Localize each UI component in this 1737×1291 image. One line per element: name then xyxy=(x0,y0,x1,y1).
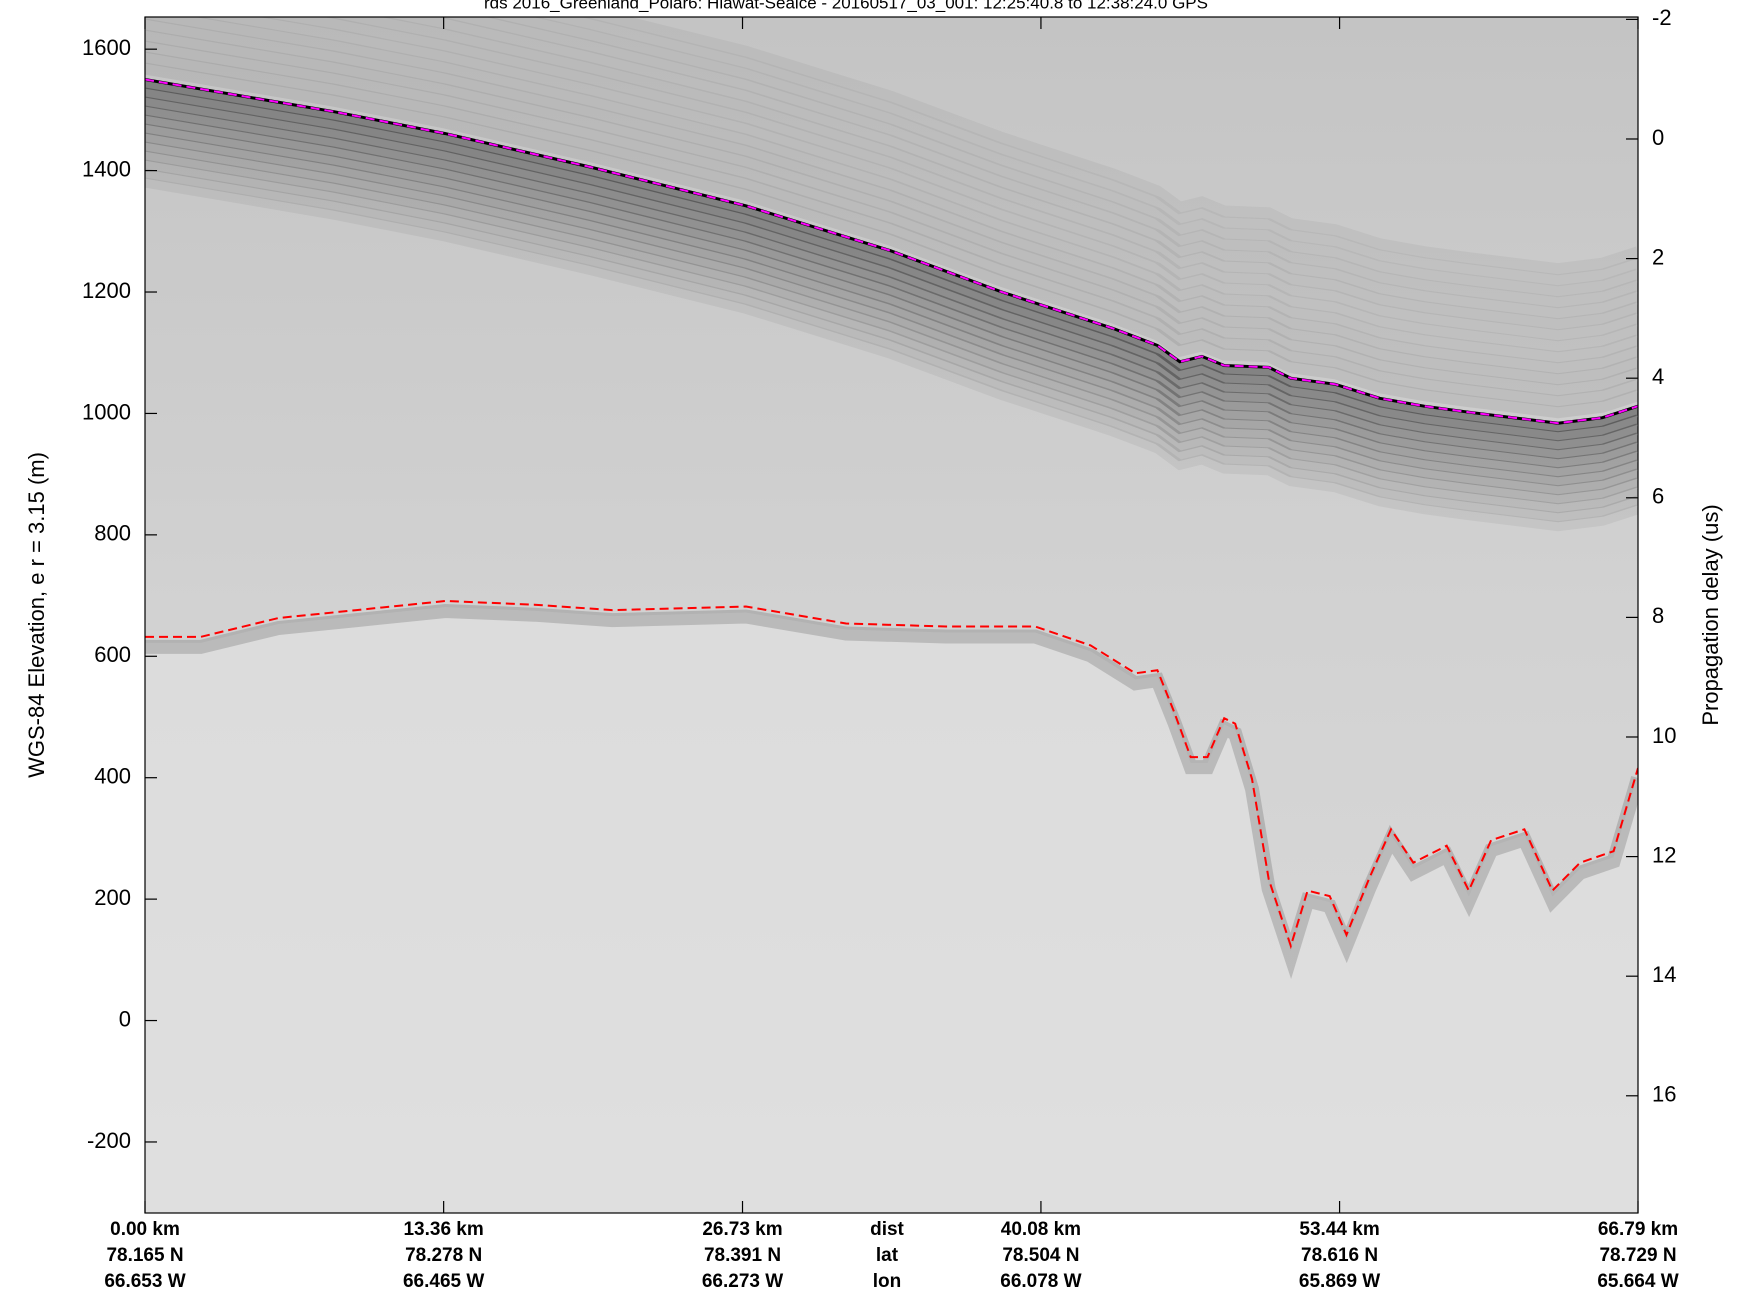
y-tick-label: 800 xyxy=(94,521,131,546)
echogram xyxy=(145,17,1638,1213)
echo-band xyxy=(145,51,1638,408)
lon-label: 65.664 W xyxy=(1597,1271,1678,1291)
echo-below-bed xyxy=(145,607,1638,1213)
y-tick-label: 1400 xyxy=(82,156,131,181)
echo-band xyxy=(145,114,1638,469)
lat-label: 78.504 N xyxy=(1002,1245,1079,1266)
x-tick-label: 26.73 km xyxy=(702,1219,782,1240)
row-label: lon xyxy=(873,1271,902,1291)
x-tick-label: 13.36 km xyxy=(403,1219,483,1240)
y2-tick-label: 0 xyxy=(1652,125,1664,150)
echo-band xyxy=(145,62,1638,419)
layer-lines xyxy=(145,78,1638,950)
echo-band xyxy=(194,17,1638,353)
y-tick-label: -200 xyxy=(87,1128,131,1153)
echo-band xyxy=(145,17,1638,364)
lat-label: 78.165 N xyxy=(106,1245,183,1266)
lon-label: 65.869 W xyxy=(1299,1271,1380,1291)
y2-axis-label: Propagation delay (us) xyxy=(1698,504,1723,725)
layer-line xyxy=(145,78,1638,425)
echo-bed-shadow xyxy=(145,603,1638,980)
lat-label: 78.391 N xyxy=(704,1245,781,1266)
echo-band xyxy=(533,17,1638,287)
echo-band xyxy=(323,17,1638,331)
echo-band xyxy=(485,17,1638,298)
echo-band xyxy=(145,123,1638,478)
echo-band xyxy=(145,87,1638,442)
echo-band xyxy=(145,132,1638,487)
y2-tick-label: 10 xyxy=(1652,723,1676,748)
y2-tick-label: 2 xyxy=(1652,244,1664,269)
echo-band xyxy=(145,141,1638,496)
echo-band xyxy=(145,29,1638,386)
plot-frame xyxy=(144,16,1639,1214)
echo-band xyxy=(145,105,1638,460)
echo-band xyxy=(145,150,1638,505)
y-tick-label: 1000 xyxy=(82,399,131,424)
echo-band xyxy=(436,17,1638,309)
echo-band xyxy=(380,17,1638,320)
y2-tick-label: 12 xyxy=(1652,842,1676,867)
y2-tick-label: 6 xyxy=(1652,484,1664,509)
echo-band xyxy=(145,177,1638,532)
chart-title: rds 2016_Greenland_Polar6: Hiawat-Seaice… xyxy=(484,0,1208,12)
y2-tick-label: -2 xyxy=(1652,5,1672,30)
y2-tick-label: 8 xyxy=(1652,603,1664,628)
y-tick-label: 0 xyxy=(119,1006,131,1031)
echo-band xyxy=(145,78,1638,433)
echo-band xyxy=(145,159,1638,514)
row-label: lat xyxy=(876,1245,899,1266)
x-tick-label: 40.08 km xyxy=(1001,1219,1081,1240)
echo-band xyxy=(145,40,1638,397)
y2-tick-label: 16 xyxy=(1652,1082,1676,1107)
lon-label: 66.653 W xyxy=(104,1271,185,1291)
lat-label: 78.729 N xyxy=(1599,1245,1676,1266)
echo-band xyxy=(145,168,1638,523)
lat-label: 78.616 N xyxy=(1301,1245,1378,1266)
y-tick-label: 600 xyxy=(94,642,131,667)
lon-label: 66.273 W xyxy=(702,1271,783,1291)
y2-tick-label: 4 xyxy=(1652,364,1664,389)
y-tick-label: 200 xyxy=(94,885,131,910)
x-tick-label: 53.44 km xyxy=(1299,1219,1379,1240)
x-tick-label: 66.79 km xyxy=(1598,1219,1678,1240)
lon-label: 66.465 W xyxy=(403,1271,484,1291)
y-tick-label: 1600 xyxy=(82,35,131,60)
lat-label: 78.278 N xyxy=(405,1245,482,1266)
echo-band xyxy=(580,17,1638,276)
y-tick-label: 400 xyxy=(94,764,131,789)
y2-tick-label: 14 xyxy=(1652,962,1676,987)
echo-band xyxy=(259,17,1638,342)
y-tick-label: 1200 xyxy=(82,278,131,303)
echo-band xyxy=(145,18,1638,375)
echo-band xyxy=(145,96,1638,451)
x-tick-label: 0.00 km xyxy=(110,1219,180,1240)
row-label: dist xyxy=(870,1219,904,1240)
lon-label: 66.078 W xyxy=(1000,1271,1081,1291)
layer-line xyxy=(145,599,1638,950)
y-axis-label: WGS-84 Elevation, e r = 3.15 (m) xyxy=(24,452,49,778)
